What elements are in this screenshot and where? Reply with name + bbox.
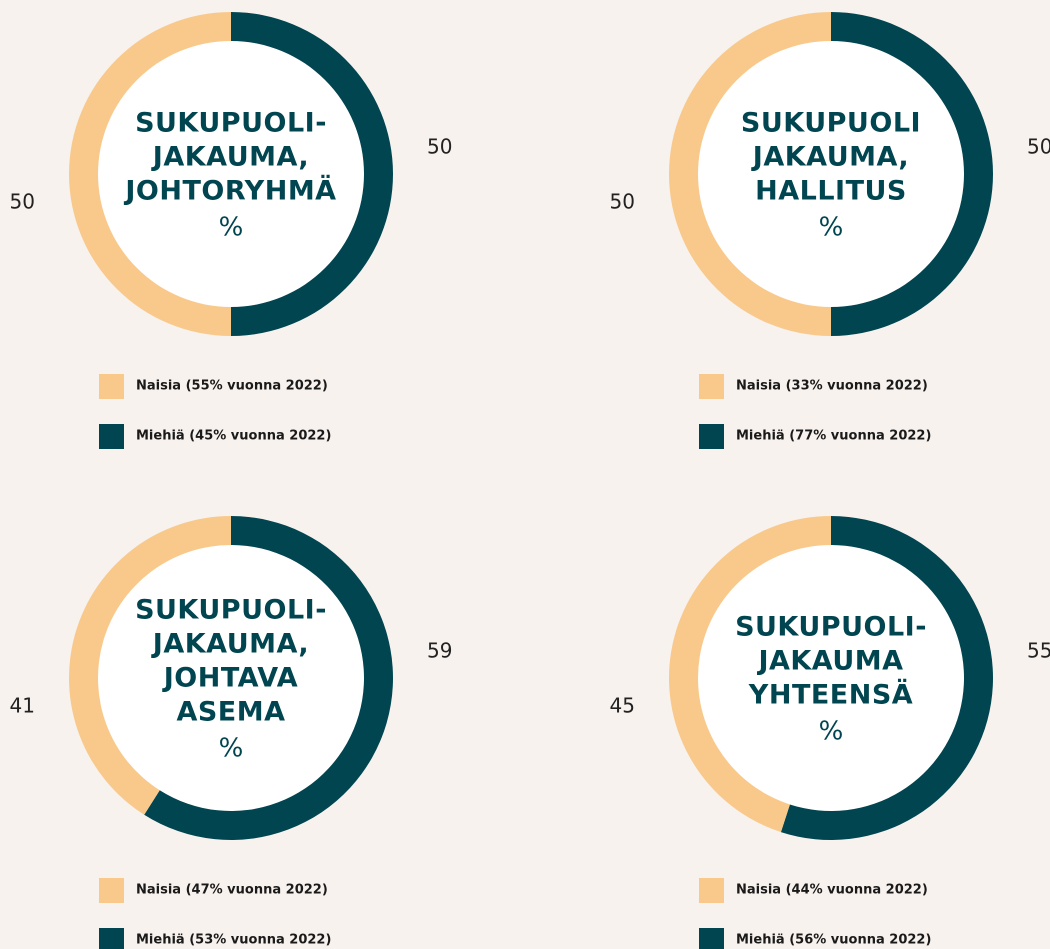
value-label: 55 <box>1027 639 1050 663</box>
legend-swatch <box>699 374 724 399</box>
legend-label: Miehiä (45% vuonna 2022) <box>136 429 331 444</box>
donut-segment <box>668 516 831 833</box>
chart-title: JAKAUMA, <box>151 629 309 660</box>
donut-segment <box>69 12 231 336</box>
legend-label: Naisia (33% vuonna 2022) <box>736 379 928 394</box>
chart-unit: % <box>819 717 844 747</box>
legend-swatch <box>99 424 124 449</box>
value-label: 41 <box>10 694 35 718</box>
chart-title: YHTEENSÄ <box>748 679 913 711</box>
value-label: 50 <box>1027 135 1050 159</box>
donut-center <box>698 41 964 307</box>
chart-title: SUKUPUOLI- <box>135 595 327 626</box>
legend-swatch <box>99 374 124 399</box>
donut-segment <box>831 12 993 336</box>
donut-segment <box>780 516 994 840</box>
legend-swatch <box>699 928 724 949</box>
legend-swatch <box>99 928 124 949</box>
chart-title: JOHTAVA <box>162 663 298 694</box>
value-label: 59 <box>427 639 452 663</box>
chart-unit: % <box>219 734 244 764</box>
legend-swatch <box>99 878 124 903</box>
legend-swatch <box>699 878 724 903</box>
value-label: 50 <box>427 135 452 159</box>
value-label: 50 <box>10 190 35 214</box>
donut-segment <box>144 516 393 841</box>
legend-label: Miehiä (77% vuonna 2022) <box>736 429 931 444</box>
chart-title: SUKUPUOLI- <box>135 108 327 139</box>
donut-center <box>98 545 364 811</box>
chart-title: SUKUPUOLI- <box>735 612 927 643</box>
donut-center <box>698 545 964 811</box>
legend-label: Miehiä (56% vuonna 2022) <box>736 933 931 948</box>
chart-title: SUKUPUOLI <box>741 108 921 139</box>
donut-segment <box>68 516 232 815</box>
donut-center <box>98 41 364 307</box>
donut-segment <box>231 12 393 336</box>
chart-title: JAKAUMA, <box>751 142 909 173</box>
chart-title: JOHTORYHMÄ <box>123 175 336 207</box>
chart-title: JAKAUMA <box>756 646 903 677</box>
donut-segment <box>669 12 831 336</box>
chart-unit: % <box>819 213 844 243</box>
chart-unit: % <box>219 213 244 243</box>
legend-label: Naisia (44% vuonna 2022) <box>736 883 928 898</box>
legend-swatch <box>699 424 724 449</box>
chart-title: JAKAUMA, <box>151 142 309 173</box>
value-label: 50 <box>610 190 635 214</box>
legend-label: Miehiä (53% vuonna 2022) <box>136 933 331 948</box>
legend-label: Naisia (55% vuonna 2022) <box>136 379 328 394</box>
chart-title: ASEMA <box>176 697 285 728</box>
chart-title: HALLITUS <box>755 176 907 207</box>
legend-label: Naisia (47% vuonna 2022) <box>136 883 328 898</box>
value-label: 45 <box>610 694 635 718</box>
